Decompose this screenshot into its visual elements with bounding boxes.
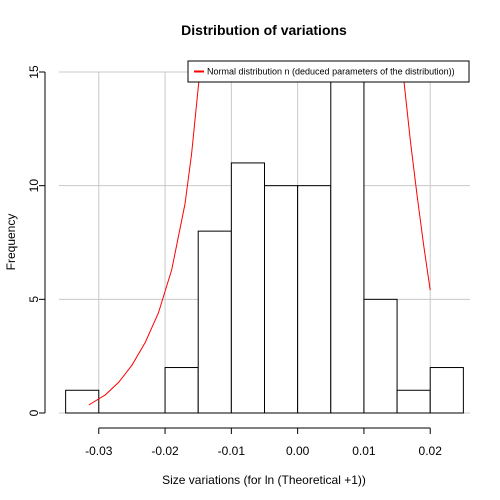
chart-title: Distribution of variations [181, 22, 347, 38]
histogram-bar-11 [429, 367, 464, 414]
histogram-bar-4 [197, 230, 232, 414]
histogram-bar-6 [264, 185, 299, 414]
legend-box [187, 60, 470, 83]
legend: Normal distribution n (deduced parameter… [187, 60, 470, 83]
y-tick-label-0: 0 [27, 409, 41, 416]
histogram-bar-7 [297, 185, 332, 414]
y-tick-label-1: 5 [27, 296, 41, 303]
histogram-bar-8 [330, 71, 365, 414]
x-tick-label-1: -0.02 [151, 444, 179, 458]
histogram-bars [65, 71, 464, 414]
histogram-bar-3 [164, 367, 199, 414]
y-tick-label-2: 10 [27, 179, 41, 193]
normal-curve [88, 72, 431, 406]
legend-entry-label: Normal distribution n (deduced parameter… [207, 67, 455, 77]
histogram-bar-0 [65, 389, 100, 414]
y-axis-label: Frequency [4, 214, 18, 271]
axes: -0.03 -0.02 -0.01 0.00 0.01 0.02 0 5 10 15 [27, 65, 442, 458]
histogram-bar-10 [396, 389, 431, 414]
x-tick-label-4: 0.01 [352, 444, 376, 458]
histogram-bar-9 [363, 298, 398, 414]
x-tick-label-0: -0.03 [85, 444, 113, 458]
normal-curve-line [88, 72, 431, 406]
x-tick-label-3: 0.00 [286, 444, 310, 458]
histogram-bar-5 [230, 162, 266, 414]
y-tick-label-3: 15 [27, 65, 41, 79]
x-tick-label-2: -0.01 [218, 444, 246, 458]
x-axis-label: Size variations (for ln (Theoretical +1)… [162, 473, 366, 487]
x-tick-label-5: 0.02 [419, 444, 443, 458]
